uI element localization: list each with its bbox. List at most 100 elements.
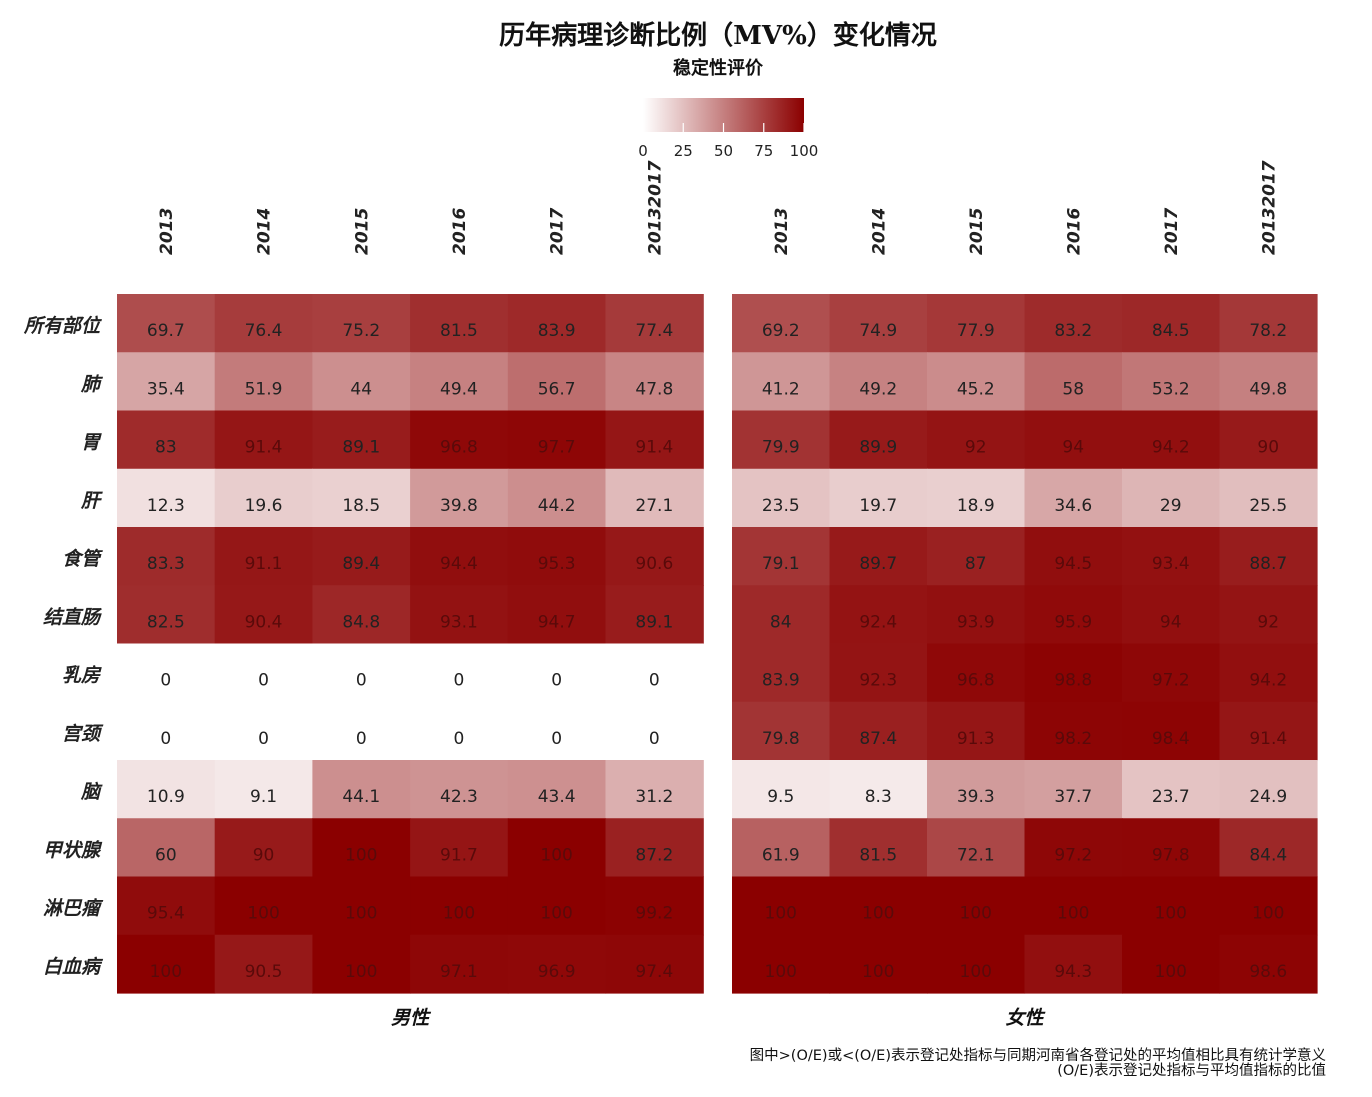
- cell-value-label: 24.9: [1249, 787, 1287, 807]
- heatmap-cell: [605, 585, 704, 645]
- heatmap-cell: [1024, 760, 1123, 819]
- heatmap-cell: [605, 934, 704, 994]
- cell-value-label: 18.5: [342, 496, 380, 516]
- cell-value-label: 0: [649, 671, 660, 691]
- cell-value-label: 91.4: [635, 438, 673, 458]
- cell-value-label: 91.1: [245, 554, 283, 574]
- column-label: 2016: [450, 208, 470, 255]
- cell-value-label: 98.8: [1054, 671, 1092, 691]
- heatmap-cell: [312, 876, 411, 936]
- heatmap-cell: [927, 352, 1026, 412]
- cell-value-label: 97.2: [1054, 845, 1092, 865]
- cell-value-label: 83.2: [1054, 321, 1092, 341]
- heatmap-cell: [117, 643, 216, 703]
- heatmap-cell: [1219, 643, 1318, 703]
- cell-value-label: 0: [356, 729, 367, 749]
- cell-value-label: 29: [1160, 496, 1182, 516]
- column-label: 2014: [255, 208, 275, 255]
- cell-value-label: 94.5: [1054, 554, 1092, 574]
- heatmap-cell: [312, 585, 411, 645]
- cell-value-label: 100: [345, 904, 377, 924]
- heatmap-cell: [117, 934, 216, 994]
- heatmap-cell: [312, 818, 411, 878]
- cell-value-label: 95.9: [1054, 612, 1092, 632]
- cell-value-label: 97.7: [538, 438, 576, 458]
- cell-value-label: 94.3: [1054, 962, 1092, 982]
- cell-value-label: 94.2: [1249, 671, 1287, 691]
- cell-value-label: 100: [1155, 904, 1187, 924]
- heatmap-cell: [117, 876, 216, 936]
- heatmap-cell: [605, 410, 704, 470]
- heatmap-cell: [214, 876, 313, 936]
- cell-value-label: 79.9: [762, 438, 800, 458]
- cell-value-label: 72.1: [957, 845, 995, 865]
- cell-value-label: 47.8: [635, 379, 673, 399]
- row-label: 淋巴瘤: [43, 898, 104, 920]
- cell-value-label: 89.7: [859, 554, 897, 574]
- cell-value-label: 41.2: [762, 379, 800, 399]
- heatmap-cell: [1024, 701, 1123, 761]
- heatmap-cell: [312, 410, 411, 470]
- cell-value-label: 95.4: [147, 904, 185, 924]
- legend-tick-label: 100: [790, 142, 819, 160]
- heatmap-cell: [117, 352, 216, 412]
- cell-value-label: 79.8: [762, 729, 800, 749]
- cell-value-label: 23.5: [762, 496, 800, 516]
- cell-value-label: 18.9: [957, 496, 995, 516]
- heatmap-cell: [829, 876, 928, 936]
- cell-value-label: 100: [765, 962, 797, 982]
- heatmap-cell: [214, 701, 313, 761]
- heatmap-cell: [732, 701, 831, 761]
- cell-value-label: 91.7: [440, 845, 478, 865]
- heatmap-cell: [507, 876, 607, 936]
- column-label: 2017: [548, 208, 568, 255]
- heatmap-cell: [1219, 352, 1318, 412]
- cell-value-label: 100: [862, 962, 894, 982]
- cell-value-label: 90: [253, 845, 275, 865]
- heatmap-cell: [1024, 294, 1123, 353]
- cell-value-label: 87.2: [635, 845, 673, 865]
- cell-value-label: 92: [965, 438, 987, 458]
- heatmap-cell: [507, 643, 607, 703]
- heatmap-cell: [1219, 585, 1318, 645]
- cell-value-label: 49.8: [1249, 379, 1287, 399]
- heatmap-cell: [117, 410, 216, 470]
- cell-value-label: 19.7: [859, 496, 897, 516]
- heatmap-cell: [1219, 527, 1318, 586]
- cell-value-label: 98.2: [1054, 729, 1092, 749]
- cell-value-label: 56.7: [538, 379, 576, 399]
- heatmap-cell: [1219, 701, 1318, 761]
- cell-value-label: 96.9: [538, 962, 576, 982]
- heatmap-cell: [927, 468, 1026, 528]
- cell-value-label: 100: [1155, 962, 1187, 982]
- cell-value-label: 91.4: [1249, 729, 1287, 749]
- cell-value-label: 84: [770, 612, 792, 632]
- cell-value-label: 98.6: [1249, 962, 1287, 982]
- row-label: 白血病: [43, 956, 104, 978]
- heatmap-cell: [927, 701, 1026, 761]
- heatmap-cell: [117, 585, 216, 645]
- cell-value-label: 100: [540, 845, 572, 865]
- cell-value-label: 90: [1257, 438, 1279, 458]
- cell-value-label: 77.9: [957, 321, 995, 341]
- cell-value-label: 83.9: [762, 671, 800, 691]
- cell-value-label: 39.3: [957, 787, 995, 807]
- cell-value-label: 0: [160, 729, 171, 749]
- heatmap-cell: [410, 701, 509, 761]
- heatmap-cell: [507, 410, 607, 470]
- cell-value-label: 100: [765, 904, 797, 924]
- heatmap-cell: [410, 585, 509, 645]
- cell-value-label: 0: [258, 671, 269, 691]
- cell-value-label: 44.1: [342, 787, 380, 807]
- cell-value-label: 100: [1057, 904, 1089, 924]
- heatmap-cell: [732, 934, 831, 994]
- cell-value-label: 44: [350, 379, 372, 399]
- heatmap-cell: [605, 643, 704, 703]
- cell-value-label: 31.2: [635, 787, 673, 807]
- heatmap-cell: [312, 701, 411, 761]
- cell-value-label: 37.7: [1054, 787, 1092, 807]
- heatmap-cell: [1122, 410, 1221, 470]
- cell-value-label: 94.2: [1152, 438, 1190, 458]
